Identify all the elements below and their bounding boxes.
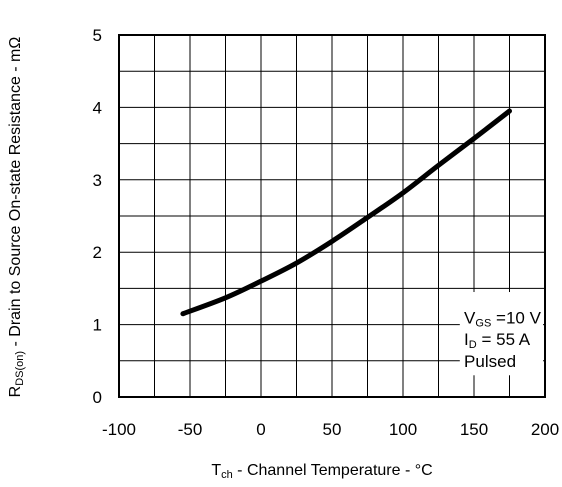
y-tick-label: 4 xyxy=(93,98,102,117)
annotation-vgs: VGS =10 V xyxy=(464,308,542,329)
series-line xyxy=(180,108,512,317)
y-tick-label: 5 xyxy=(93,26,102,45)
y-tick-labels: 0 1 2 3 4 5 xyxy=(93,26,102,407)
x-tick-labels: -100 -50 0 50 100 150 200 xyxy=(102,420,559,439)
x-tick-label: -50 xyxy=(178,420,203,439)
x-tick-label: 50 xyxy=(323,420,342,439)
x-tick-label: 150 xyxy=(460,420,488,439)
annotation-background xyxy=(459,292,543,376)
x-axis-label: Tch - Channel Temperature - °C xyxy=(211,462,432,481)
annotation-box xyxy=(459,292,543,376)
plot-frame xyxy=(118,34,546,398)
y-tick-label: 3 xyxy=(93,171,102,190)
annotation-pulsed: Pulsed xyxy=(464,352,516,371)
y-axis-label: RDS(on) - Drain to Source On-state Resis… xyxy=(7,37,26,398)
x-tick-label: 0 xyxy=(256,420,265,439)
x-tick-label: 200 xyxy=(531,420,559,439)
annotation-id: ID = 55 A xyxy=(464,330,531,351)
x-tick-label: 100 xyxy=(389,420,417,439)
y-tick-label: 1 xyxy=(93,316,102,335)
x-tick-label: -100 xyxy=(102,420,136,439)
y-tick-label: 0 xyxy=(93,388,102,407)
y-tick-label: 2 xyxy=(93,243,102,262)
